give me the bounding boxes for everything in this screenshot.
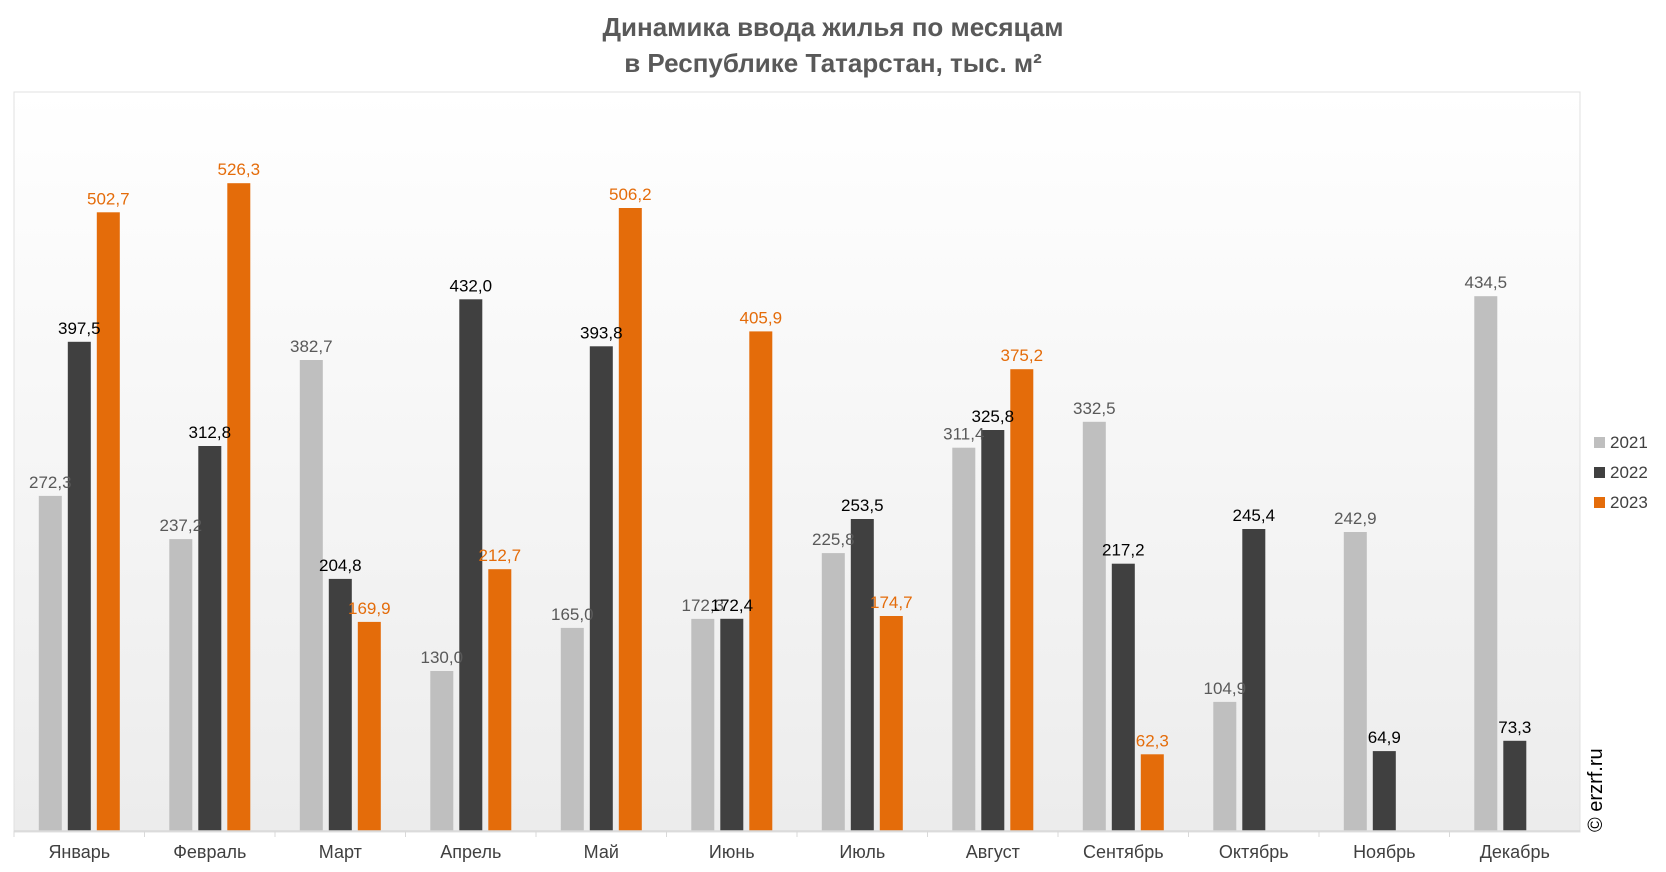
data-label-2021-7: 225,8 <box>812 530 855 549</box>
x-tick-label: Май <box>584 842 619 862</box>
data-label-2023-4: 212,7 <box>479 546 522 565</box>
data-label-2022-10: 245,4 <box>1233 506 1276 525</box>
bar-2022-7 <box>850 519 874 831</box>
data-labels-layer: 272,3 397,5 502,7 237,2 312,8 526,3 382,7 204,8… <box>29 160 1531 750</box>
data-label-2022-1: 397,5 <box>58 319 101 338</box>
bar-2021-11 <box>1343 532 1367 831</box>
bar-2022-11 <box>1372 751 1396 831</box>
data-label-2021-11: 242,9 <box>1334 509 1377 528</box>
legend-swatch-2023 <box>1594 497 1605 508</box>
chart-subtitle: в Республике Татарстан, тыс. м² <box>624 48 1042 78</box>
legend: 2021 2022 2023 <box>1594 433 1648 512</box>
x-tick-label: Июль <box>839 842 885 862</box>
bar-2022-3 <box>328 578 352 831</box>
x-tick-label: Апрель <box>440 842 501 862</box>
data-label-2022-3: 204,8 <box>319 556 362 575</box>
data-label-2022-8: 325,8 <box>972 407 1015 426</box>
bar-2022-12 <box>1503 740 1527 831</box>
x-tick-label: Ноябрь <box>1353 842 1415 862</box>
data-label-2023-2: 526,3 <box>218 160 261 179</box>
data-label-2021-2: 237,2 <box>160 516 203 535</box>
data-label-2021-9: 332,5 <box>1073 399 1116 418</box>
data-label-2022-9: 217,2 <box>1102 541 1145 560</box>
data-label-2021-3: 382,7 <box>290 337 333 356</box>
x-tick-label: Январь <box>48 842 110 862</box>
bar-2022-2 <box>198 446 222 831</box>
data-label-2023-3: 169,9 <box>348 599 391 618</box>
bar-2021-5 <box>560 627 584 831</box>
bar-2022-10 <box>1242 529 1266 831</box>
data-label-2021-4: 130,0 <box>421 648 464 667</box>
plot-area <box>13 91 1581 833</box>
watermark: © erzrf.ru <box>1585 748 1607 832</box>
data-label-2021-1: 272,3 <box>29 473 72 492</box>
data-label-2022-6: 172,4 <box>711 596 754 615</box>
bar-2022-4 <box>459 299 483 831</box>
bar-2023-9 <box>1140 754 1164 831</box>
legend-swatch-2022 <box>1594 467 1605 478</box>
x-tick-label: Сентябрь <box>1083 842 1164 862</box>
data-label-2023-1: 502,7 <box>87 189 130 208</box>
data-label-2023-6: 405,9 <box>740 308 783 327</box>
data-label-2022-12: 73,3 <box>1498 718 1531 737</box>
data-label-2023-9: 62,3 <box>1136 731 1169 750</box>
x-tick-label: Октябрь <box>1219 842 1289 862</box>
x-tick-label: Декабрь <box>1480 842 1550 862</box>
bar-2021-3 <box>299 360 323 831</box>
x-tick-label: Февраль <box>173 842 246 862</box>
bar-2023-6 <box>749 331 773 831</box>
bar-2022-1 <box>67 341 91 831</box>
data-label-2022-11: 64,9 <box>1368 728 1401 747</box>
bar-2022-5 <box>589 346 613 831</box>
bars-layer <box>38 183 1527 832</box>
bar-2023-4 <box>488 569 512 831</box>
data-label-2022-4: 432,0 <box>450 276 493 295</box>
x-tick-label: Июнь <box>709 842 755 862</box>
bar-2022-8 <box>981 430 1005 831</box>
x-tick-label: Март <box>319 842 362 862</box>
x-axis-ticks: Январь Февраль Март Апрель Май Июнь Июль Август… <box>13 831 1550 862</box>
chart-title: Динамика ввода жилья по месяцам <box>602 12 1063 42</box>
bar-2021-12 <box>1474 296 1498 831</box>
bar-2023-5 <box>618 208 642 831</box>
data-label-2023-5: 506,2 <box>609 185 652 204</box>
bar-2021-1 <box>38 495 62 831</box>
data-label-2021-12: 434,5 <box>1465 273 1508 292</box>
legend-swatch-2021 <box>1594 437 1605 448</box>
bar-2021-4 <box>430 671 454 831</box>
legend-label-2023: 2023 <box>1610 493 1648 512</box>
data-label-2023-7: 174,7 <box>870 593 913 612</box>
bar-2023-7 <box>879 616 903 831</box>
bar-2021-10 <box>1213 701 1237 831</box>
data-label-2021-10: 104,9 <box>1204 679 1247 698</box>
bar-2023-8 <box>1010 369 1034 831</box>
data-label-2021-8: 311,4 <box>943 425 984 444</box>
bar-2023-2 <box>227 183 251 831</box>
bar-2021-6 <box>691 618 715 831</box>
bar-2021-8 <box>952 447 976 831</box>
data-label-2021-6: 172,3 <box>682 596 725 615</box>
legend-label-2021: 2021 <box>1610 433 1648 452</box>
data-label-2022-7: 253,5 <box>841 496 884 515</box>
data-label-2022-5: 393,8 <box>580 323 623 342</box>
legend-label-2022: 2022 <box>1610 463 1648 482</box>
bar-2021-7 <box>821 553 845 831</box>
bar-2023-1 <box>96 212 120 832</box>
bar-2021-2 <box>169 539 193 831</box>
bar-2022-9 <box>1111 563 1135 831</box>
bar-2022-6 <box>720 618 744 831</box>
data-label-2021-5: 165,0 <box>551 605 594 624</box>
data-label-2023-8: 375,2 <box>1001 346 1044 365</box>
bar-2023-3 <box>357 621 381 831</box>
data-label-2022-2: 312,8 <box>189 423 232 442</box>
bar-2021-9 <box>1082 421 1106 831</box>
x-tick-label: Август <box>966 842 1020 862</box>
